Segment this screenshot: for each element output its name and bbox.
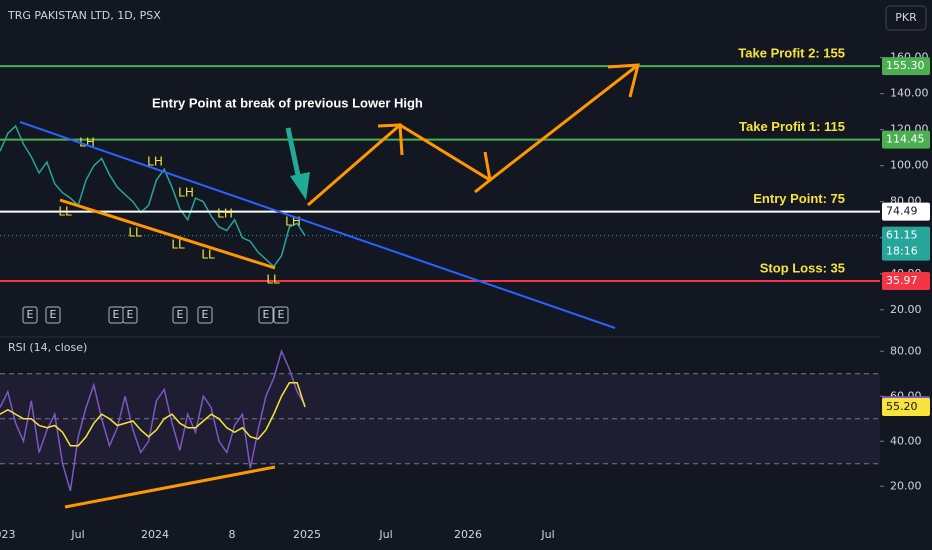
annotation: Entry Point at break of previous Lower H… <box>152 95 423 110</box>
trendline <box>19 121 616 329</box>
title: TRG PAKISTAN LTD, 1D, PSX <box>7 9 161 22</box>
earnings-marker: E <box>50 308 57 321</box>
earnings-box <box>197 306 213 324</box>
x-tick-label: 2025 <box>293 528 321 541</box>
earnings-marker: E <box>113 308 120 321</box>
earnings-marker: E <box>177 308 184 321</box>
level-value-box <box>882 202 930 221</box>
plot: 20.0040.0060.0080.00100.00120.00140.0016… <box>0 46 930 541</box>
level-value: 114.45 <box>886 133 925 146</box>
earnings-marker: E <box>127 308 134 321</box>
earnings-box <box>45 306 61 324</box>
swing-label: LH <box>147 155 163 169</box>
rsi-ma-line <box>0 382 306 447</box>
level-label: Stop Loss: 35 <box>760 260 845 275</box>
support-line <box>59 198 276 270</box>
level-value-box <box>882 272 930 291</box>
x-tick-label: 8 <box>229 528 236 541</box>
earnings-marker: E <box>278 308 285 321</box>
x-tick-label: 2026 <box>454 528 482 541</box>
x-tick-label: 023 <box>0 528 16 541</box>
y-tick-label: 20.00 <box>890 303 922 316</box>
swing-label: LL <box>201 248 215 262</box>
level-value-box <box>882 57 930 76</box>
rsi-ma-value: 55.20 <box>886 400 918 413</box>
rsi-divergence-line <box>64 465 276 509</box>
countdown: 18:16 <box>886 245 918 258</box>
price-line <box>0 124 306 268</box>
y-tick-label: 20.00 <box>890 479 922 492</box>
level-value-box <box>882 130 930 149</box>
x-tick-label: Jul <box>540 528 554 541</box>
entry-arrow <box>285 127 310 200</box>
level-label: Entry Point: 75 <box>753 191 845 206</box>
rsi-line <box>0 349 306 491</box>
swing-label: LL <box>128 226 142 240</box>
earnings-box <box>258 306 274 324</box>
projection-arrows <box>307 63 640 207</box>
level-value: 74.49 <box>886 205 918 218</box>
level-value: 35.97 <box>886 274 918 287</box>
level-value: 155.30 <box>886 59 925 72</box>
earnings-box <box>22 306 38 324</box>
earnings-marker: E <box>263 308 270 321</box>
y-tick-label: 40.00 <box>890 434 922 447</box>
x-tick-label: 2024 <box>141 528 169 541</box>
y-tick-label: 140.00 <box>890 87 929 100</box>
x-tick-label: Jul <box>378 528 392 541</box>
rsi-title: RSI (14, close) <box>8 341 87 354</box>
y-tick-label: 80.00 <box>890 344 922 357</box>
level-label: Take Profit 2: 155 <box>738 46 845 61</box>
y-tick-label: 100.00 <box>890 159 929 172</box>
swing-label: LL <box>266 273 280 287</box>
currency: PKR <box>895 11 917 24</box>
rsi-ma-value-box <box>882 398 930 417</box>
last-price-box <box>882 226 930 261</box>
earnings-marker: E <box>202 308 209 321</box>
earnings-box <box>273 306 289 324</box>
level-label: Take Profit 1: 115 <box>739 119 845 134</box>
earnings-box <box>172 306 188 324</box>
swing-label: LL <box>58 205 72 219</box>
swing-label: LH <box>217 207 233 221</box>
last-price-label: 61.15 <box>886 229 918 242</box>
swing-label: LL <box>171 238 185 252</box>
earnings-marker: E <box>27 308 34 321</box>
x-tick-label: Jul <box>70 528 84 541</box>
earnings-box <box>122 306 138 324</box>
swing-label: LH <box>178 186 194 200</box>
currency-button[interactable] <box>885 5 927 31</box>
